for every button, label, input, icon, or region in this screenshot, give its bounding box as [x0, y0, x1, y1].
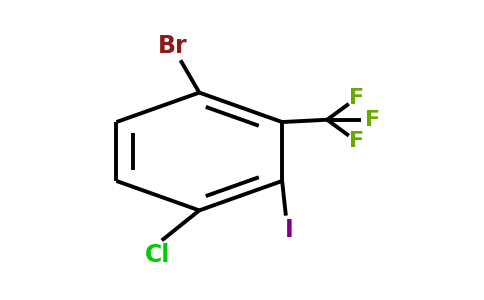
Text: F: F: [349, 131, 364, 151]
Text: F: F: [365, 110, 380, 130]
Text: Br: Br: [158, 34, 188, 58]
Text: I: I: [285, 218, 294, 242]
Text: F: F: [349, 88, 364, 108]
Text: Cl: Cl: [145, 243, 171, 267]
